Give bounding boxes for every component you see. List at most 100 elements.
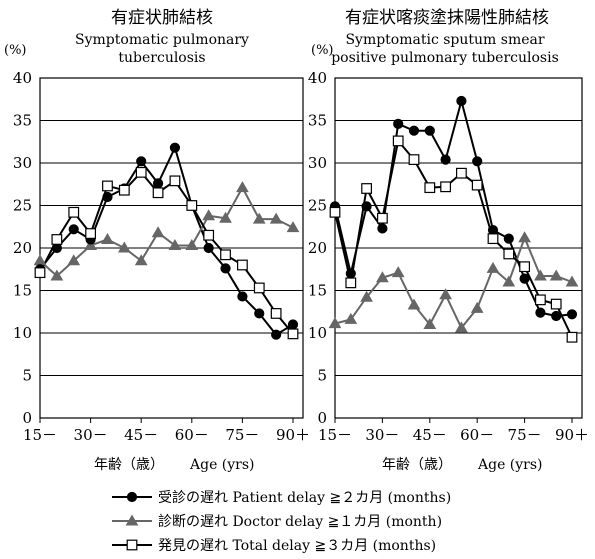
left-point-total-0 bbox=[34, 267, 46, 279]
left-point-total-12 bbox=[237, 259, 248, 271]
left-chart-title: 有症状肺結核 bbox=[111, 8, 213, 28]
right-point-total-2 bbox=[361, 183, 372, 194]
left-point-patient-13 bbox=[254, 308, 265, 319]
right-plot-frame bbox=[334, 77, 583, 419]
left-y-unit: (%) bbox=[4, 43, 27, 58]
right-point-patient-1 bbox=[345, 268, 356, 279]
right-point-total-5 bbox=[408, 154, 420, 166]
left-point-total-4 bbox=[102, 180, 113, 192]
right-point-doctor-3 bbox=[376, 271, 389, 283]
left-point-doctor-8 bbox=[168, 238, 182, 250]
left-point-patient-15 bbox=[287, 319, 299, 330]
right-point-patient-2 bbox=[361, 201, 372, 212]
left-point-total-13 bbox=[253, 282, 265, 294]
left-chart: 0 5 10 15 20 25 30 35 40 15－ 30－ 45－ 60－ 75－ 90＋ bbox=[13, 69, 310, 444]
right-ytick-25: 25 bbox=[308, 197, 327, 215]
right-xtick-2: 45－ bbox=[413, 426, 447, 444]
left-ytick-0: 0 bbox=[22, 409, 32, 427]
left-point-total-6 bbox=[135, 166, 147, 178]
left-point-doctor-1 bbox=[50, 269, 64, 281]
legend-marker-doctor bbox=[125, 514, 139, 526]
legend-label-doctor: 診断の遅れ Doctor delay ≧１カ月 (month) bbox=[158, 514, 442, 530]
left-point-total-11 bbox=[220, 249, 231, 261]
left-point-patient-11 bbox=[220, 263, 231, 274]
left-point-doctor-7 bbox=[151, 226, 165, 238]
right-point-patient-7 bbox=[440, 154, 451, 165]
left-ytick-15: 15 bbox=[13, 282, 32, 300]
right-point-doctor-2 bbox=[360, 290, 373, 302]
legend-marker-patient bbox=[126, 491, 138, 503]
left-chart-subtitle-line2: tuberculosis bbox=[118, 50, 205, 66]
right-xtick-1: 30－ bbox=[365, 426, 399, 444]
right-chart-subtitle-line1: Symptomatic sputum smear bbox=[345, 32, 544, 48]
left-point-doctor-3 bbox=[84, 238, 97, 250]
left-ytick-25: 25 bbox=[13, 197, 32, 215]
right-xlabel-ja: 年齢（歳） bbox=[382, 457, 452, 473]
left-point-total-1 bbox=[51, 234, 63, 245]
legend-item-total: 発見の遅れ Total delay ≧３カ月 (months) bbox=[112, 538, 436, 554]
right-point-total-13 bbox=[534, 294, 546, 306]
left-xtick-1: 30－ bbox=[74, 426, 108, 444]
right-point-total-7 bbox=[440, 181, 451, 193]
right-point-total-4 bbox=[392, 135, 404, 147]
left-xtick-5: 90＋ bbox=[276, 426, 310, 444]
left-xlabel-ja: 年齢（歳） bbox=[94, 457, 164, 473]
left-point-doctor-5 bbox=[117, 241, 131, 253]
left-xtick-0: 15－ bbox=[23, 426, 57, 444]
left-xtick-3: 60－ bbox=[175, 426, 209, 444]
left-point-doctor-10 bbox=[202, 209, 216, 221]
right-point-doctor-6 bbox=[423, 318, 437, 329]
right-xtick-0: 15－ bbox=[318, 426, 352, 444]
right-ytick-0: 0 bbox=[317, 409, 327, 427]
right-point-patient-15 bbox=[566, 309, 578, 320]
left-plot-frame bbox=[39, 77, 304, 419]
left-xlabel-en: Age (yrs) bbox=[189, 457, 255, 473]
left-line-patient bbox=[39, 146, 294, 336]
right-point-patient-4 bbox=[393, 118, 404, 130]
right-point-doctor-1 bbox=[344, 312, 358, 324]
right-point-doctor-4 bbox=[391, 266, 405, 278]
right-point-total-12 bbox=[519, 261, 530, 273]
right-ytick-20: 20 bbox=[308, 239, 327, 257]
left-ytick-10: 10 bbox=[13, 324, 32, 342]
right-point-patient-9 bbox=[472, 156, 483, 167]
right-point-total-3 bbox=[377, 212, 388, 224]
right-line-doctor bbox=[334, 236, 573, 329]
right-y-unit: (%) bbox=[311, 43, 334, 58]
right-point-doctor-5 bbox=[407, 298, 421, 310]
right-point-total-0 bbox=[329, 206, 341, 218]
left-ytick-20: 20 bbox=[13, 239, 32, 257]
left-point-doctor-15 bbox=[286, 221, 300, 233]
right-point-doctor-8 bbox=[455, 321, 468, 333]
left-xtick-4: 75－ bbox=[225, 426, 259, 444]
left-point-total-14 bbox=[270, 308, 282, 319]
right-chart-title: 有症状喀痰塗抹陽性肺結核 bbox=[345, 7, 549, 28]
right-line-total bbox=[334, 139, 573, 338]
left-point-patient-6 bbox=[136, 156, 147, 167]
legend-label-total: 発見の遅れ Total delay ≧３カ月 (months) bbox=[158, 538, 436, 554]
right-point-doctor-11 bbox=[502, 275, 516, 287]
right-point-total-14 bbox=[550, 298, 562, 310]
left-point-total-9 bbox=[186, 200, 198, 211]
right-point-total-15 bbox=[566, 331, 578, 343]
left-point-total-5 bbox=[118, 184, 130, 196]
right-point-total-1 bbox=[345, 277, 357, 289]
left-point-doctor-6 bbox=[134, 254, 148, 266]
left-point-total-7 bbox=[152, 187, 164, 199]
left-point-patient-8 bbox=[169, 142, 181, 153]
left-point-patient-10 bbox=[203, 242, 214, 254]
left-point-doctor-13 bbox=[252, 212, 266, 224]
right-xtick-5: 90＋ bbox=[555, 426, 589, 444]
right-point-patient-13 bbox=[535, 307, 546, 318]
right-point-doctor-10 bbox=[486, 261, 500, 273]
legend-item-patient: 受診の遅れ Patient delay ≧２カ月 (months) bbox=[112, 490, 451, 506]
left-ytick-40: 40 bbox=[13, 69, 32, 87]
right-point-patient-6 bbox=[424, 125, 435, 136]
right-chart: 0 5 10 15 20 25 30 35 40 15－ 30－ 45－ 60－ 75－ 90＋ bbox=[308, 69, 589, 444]
left-line-total bbox=[39, 171, 294, 335]
right-point-patient-14 bbox=[551, 310, 562, 322]
right-point-doctor-12 bbox=[518, 231, 531, 243]
left-point-patient-2 bbox=[68, 224, 79, 235]
left-point-total-10 bbox=[203, 229, 215, 241]
left-point-doctor-0 bbox=[33, 254, 47, 266]
